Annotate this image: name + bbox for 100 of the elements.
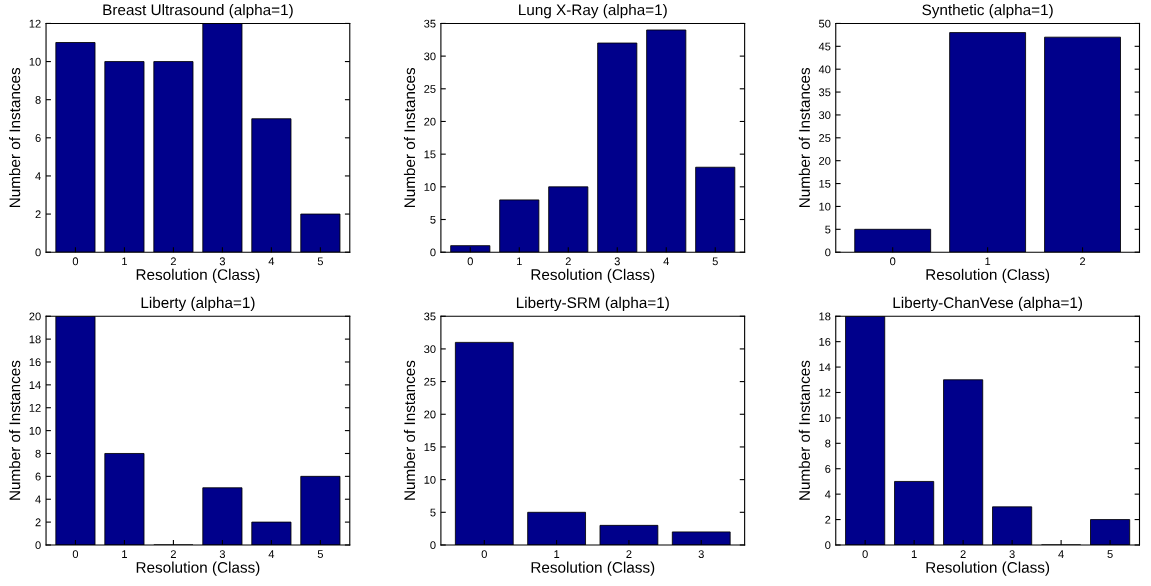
chart-title: Synthetic (alpha=1)	[922, 4, 1053, 19]
x-tick-label: 2	[170, 257, 176, 266]
x-tick-label: 1	[985, 257, 991, 266]
x-tick-label: 3	[698, 550, 704, 558]
y-tick-label: 10	[424, 475, 436, 484]
y-tick-label: 4	[35, 495, 41, 504]
x-tick-label: 2	[170, 550, 176, 558]
y-tick-label: 15	[424, 150, 436, 159]
y-tick-label: 25	[424, 377, 436, 386]
x-tick-label: 3	[614, 257, 620, 266]
x-tick-label: 0	[890, 257, 896, 266]
y-tick-label: 50	[818, 19, 831, 28]
x-tick-label: 4	[268, 257, 275, 266]
x-tick-label: 3	[1009, 550, 1015, 558]
x-tick-label: 2	[565, 257, 571, 266]
x-tick-label: 5	[1107, 550, 1113, 558]
x-tick-label: 5	[317, 257, 324, 266]
y-tick-label: 15	[819, 179, 831, 188]
y-tick-label: 18	[819, 312, 831, 321]
x-tick-label: 0	[862, 550, 868, 558]
y-tick-label: 10	[29, 57, 41, 66]
y-tick-label: 35	[818, 88, 831, 97]
x-tick-label: 1	[554, 550, 560, 558]
y-tick-label: 10	[424, 183, 436, 191]
y-tick-label: 12	[819, 388, 831, 397]
y-axis-title: Number of Instances	[403, 67, 416, 208]
y-tick-label: 35	[424, 19, 436, 28]
y-tick-label: 25	[819, 134, 831, 142]
y-tick-label: 16	[819, 337, 831, 346]
x-tick-label: 4	[268, 550, 275, 558]
y-tick-label: 20	[819, 156, 831, 165]
y-tick-label: 6	[35, 134, 41, 142]
y-tick-label: 45	[818, 42, 831, 51]
y-tick-label: 12	[29, 404, 41, 412]
y-tick-label: 5	[430, 215, 436, 224]
y-tick-label: 10	[819, 414, 831, 423]
x-tick-label: 3	[219, 257, 225, 266]
chart-title: Liberty-SRM (alpha=1)	[516, 296, 669, 312]
y-tick-label: 14	[29, 381, 41, 389]
y-tick-label: 20	[424, 117, 436, 126]
x-tick-label: 5	[317, 550, 324, 558]
y-tick-label: 6	[35, 472, 41, 481]
y-tick-label: 25	[424, 85, 436, 93]
x-tick-label: 1	[517, 257, 522, 266]
x-tick-label: 4	[1058, 550, 1064, 558]
y-tick-label: 6	[825, 465, 831, 473]
y-axis-title: Number of Instances	[403, 360, 416, 500]
y-tick-label: 20	[29, 312, 41, 321]
x-tick-label: 1	[911, 550, 917, 558]
y-tick-label: 0	[430, 248, 436, 257]
x-tick-label: 5	[712, 257, 718, 266]
y-tick-label: 5	[430, 508, 436, 517]
x-tick-label: 3	[219, 550, 225, 558]
x-tick-label: 0	[72, 550, 79, 558]
y-tick-label: 20	[424, 410, 436, 419]
y-tick-label: 2	[825, 515, 831, 524]
y-tick-label: 10	[819, 202, 831, 211]
x-tick-label: 0	[467, 257, 473, 266]
x-axis-title: Resolution (Class)	[136, 561, 260, 576]
y-tick-label: 0	[430, 541, 436, 550]
chart-title: Liberty-ChanVese (alpha=1)	[893, 296, 1083, 312]
y-tick-label: 14	[819, 363, 831, 372]
chart-title: Liberty (alpha=1)	[141, 296, 255, 312]
y-axis-title: Number of Instances	[798, 67, 810, 208]
chart-title: Lung X-Ray (alpha=1)	[519, 4, 667, 19]
y-tick-label: 8	[825, 439, 831, 448]
x-tick-label: 0	[481, 550, 487, 558]
y-tick-label: 8	[35, 449, 41, 458]
y-tick-label: 8	[35, 95, 41, 104]
y-tick-label: 18	[29, 335, 41, 344]
x-tick-label: 4	[663, 257, 670, 266]
y-axis-title: Number of Instances	[798, 360, 810, 500]
chart-title: Breast Ultrasound (alpha=1)	[103, 4, 293, 19]
x-tick-label: 2	[960, 550, 966, 558]
y-tick-label: 0	[35, 248, 41, 257]
y-tick-label: 12	[29, 19, 41, 28]
x-tick-label: 1	[122, 257, 127, 266]
y-tick-label: 5	[825, 225, 831, 234]
y-axis-title: Number of Instances	[9, 67, 21, 208]
y-tick-label: 30	[424, 345, 436, 354]
y-tick-label: 30	[424, 52, 436, 61]
y-tick-label: 4	[824, 490, 831, 499]
y-tick-label: 0	[35, 541, 41, 550]
x-tick-label: 2	[626, 550, 632, 558]
y-tick-label: 10	[29, 426, 41, 435]
x-axis-title: Resolution (Class)	[531, 268, 655, 284]
y-tick-label: 40	[818, 65, 831, 74]
x-axis-title: Resolution (Class)	[926, 268, 1050, 284]
y-tick-label: 30	[818, 111, 831, 120]
y-tick-label: 0	[825, 248, 831, 257]
x-axis-title: Resolution (Class)	[926, 561, 1050, 576]
x-axis-title: Resolution (Class)	[531, 561, 655, 576]
y-axis-title: Number of Instances	[9, 360, 21, 500]
x-axis-title: Resolution (Class)	[136, 268, 260, 284]
y-tick-label: 2	[35, 210, 41, 219]
y-tick-label: 4	[35, 172, 41, 180]
y-tick-label: 15	[424, 443, 436, 452]
y-tick-label: 0	[825, 541, 831, 550]
y-tick-label: 16	[29, 358, 41, 367]
x-tick-label: 1	[122, 550, 127, 558]
